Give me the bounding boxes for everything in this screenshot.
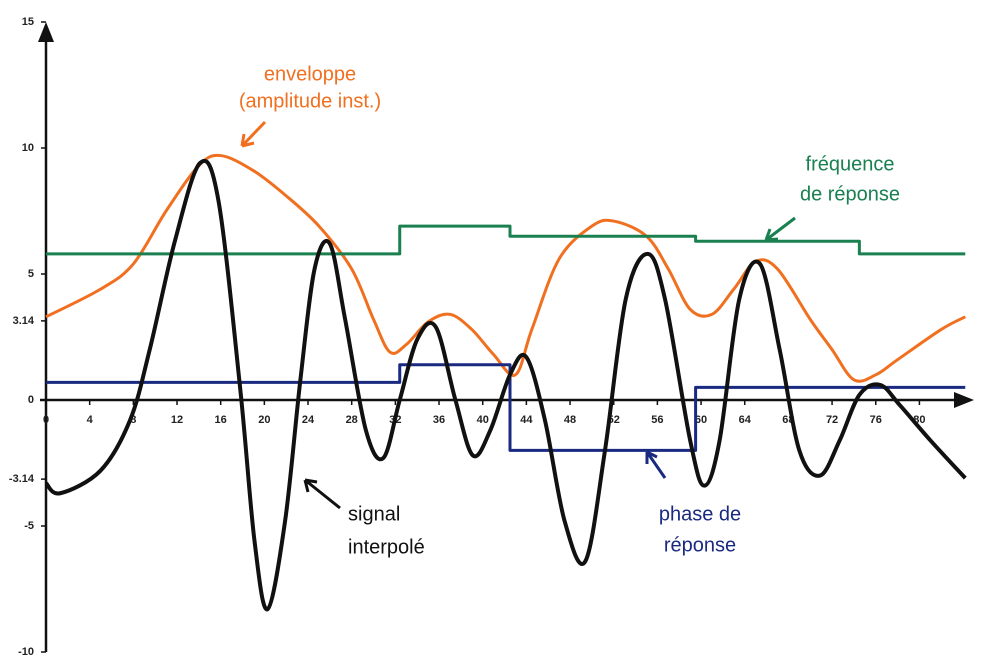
x-tick-label: 4 <box>87 414 94 426</box>
x-tick-label: 48 <box>564 414 576 426</box>
x-tick-label: 0 <box>43 414 49 426</box>
y-tick-label: -5 <box>24 520 34 532</box>
annotation: (amplitude inst.) <box>239 90 381 112</box>
annotation: phase de <box>659 503 741 525</box>
arrow <box>645 450 667 479</box>
x-axis-arrow <box>954 392 974 408</box>
y-tick-label: -10 <box>18 646 34 658</box>
y-tick-label: 3.14 <box>13 315 35 327</box>
y-tick-label: 5 <box>28 268 34 280</box>
y-tick-label: 10 <box>22 142 34 154</box>
annotation: interpolé <box>348 536 425 558</box>
y-tick-label: 15 <box>22 16 34 28</box>
x-tick-label: 40 <box>477 414 489 426</box>
y-axis-arrow <box>38 22 54 42</box>
arrow <box>303 478 341 510</box>
y-tick-label: -3.14 <box>9 473 35 485</box>
x-tick-label: 12 <box>171 414 183 426</box>
x-tick-label: 28 <box>346 414 358 426</box>
series-line <box>46 363 966 452</box>
x-tick-label: 56 <box>651 414 663 426</box>
annotation: de réponse <box>800 183 900 205</box>
annotation: signal <box>348 503 400 525</box>
x-tick-label: 24 <box>302 414 315 426</box>
x-tick-label: 16 <box>215 414 227 426</box>
arrow <box>764 216 796 242</box>
x-tick-label: 8 <box>130 414 136 426</box>
annotation: enveloppe <box>264 63 356 85</box>
x-tick-label: 72 <box>826 414 838 426</box>
x-tick-label: 76 <box>870 414 882 426</box>
annotation: réponse <box>664 534 736 556</box>
annotation: fréquence <box>806 153 895 175</box>
x-tick-label: 20 <box>258 414 270 426</box>
x-tick-label: 44 <box>520 414 533 426</box>
series-line <box>44 158 967 612</box>
x-tick-label: 64 <box>739 414 752 426</box>
y-tick-label: 0 <box>28 394 34 406</box>
series-line <box>46 224 966 256</box>
x-tick-label: 60 <box>695 414 707 426</box>
x-tick-label: 36 <box>433 414 445 426</box>
arrow <box>240 120 267 148</box>
